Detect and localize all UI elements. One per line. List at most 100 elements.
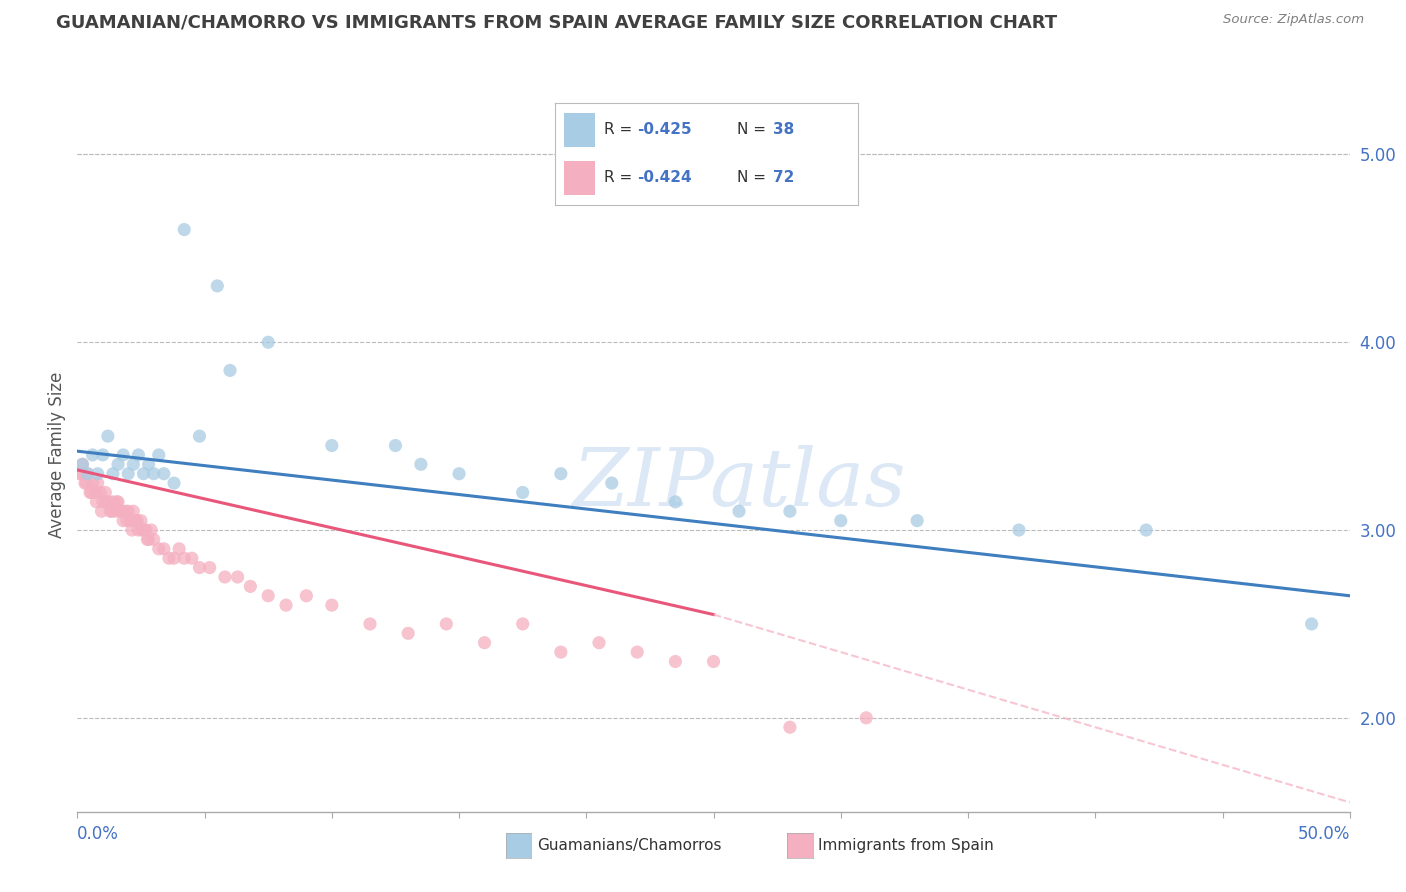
Point (72, 458, 94, 472)
Point (384, 438, 406, 452)
Point (142, 533, 165, 547)
Point (122, 458, 145, 472)
Point (97, 429, 120, 443)
Point (779, 720, 801, 734)
Text: 72: 72 (773, 170, 794, 185)
Point (127, 523, 149, 537)
Point (101, 495, 124, 509)
Point (101, 467, 124, 481)
Point (1008, 523, 1031, 537)
Point (125, 514, 148, 528)
Point (321, 438, 343, 452)
Point (82, 476, 104, 491)
Point (474, 636, 496, 650)
Point (600, 476, 623, 491)
Point (107, 458, 129, 472)
Text: GUAMANIAN/CHAMORRO VS IMMIGRANTS FROM SPAIN AVERAGE FAMILY SIZE CORRELATION CHAR: GUAMANIAN/CHAMORRO VS IMMIGRANTS FROM SP… (56, 13, 1057, 31)
Text: Guamanians/Chamorros: Guamanians/Chamorros (537, 838, 721, 853)
Point (69, 467, 91, 481)
Point (127, 514, 149, 528)
Point (409, 458, 432, 472)
Point (86, 495, 108, 509)
Point (90, 504, 112, 518)
Point (728, 504, 751, 518)
Point (188, 560, 211, 574)
Point (157, 551, 180, 566)
Text: Source: ZipAtlas.com: Source: ZipAtlas.com (1223, 13, 1364, 27)
Text: 38: 38 (773, 121, 794, 136)
Point (122, 504, 145, 518)
Point (226, 570, 249, 584)
Point (104, 504, 127, 518)
Point (359, 616, 381, 631)
Point (180, 551, 202, 566)
Point (129, 514, 152, 528)
Point (512, 485, 534, 500)
Point (115, 514, 138, 528)
Point (167, 541, 190, 556)
Point (91, 495, 114, 509)
Point (1135, 523, 1157, 537)
Text: 0.0%: 0.0% (77, 825, 120, 843)
Point (188, 429, 211, 443)
Point (112, 448, 135, 462)
Point (80, 485, 103, 500)
Point (257, 589, 280, 603)
Point (148, 541, 170, 556)
Point (779, 504, 801, 518)
Point (100, 504, 122, 518)
Point (550, 645, 572, 659)
Point (138, 533, 160, 547)
Point (173, 222, 195, 236)
Point (112, 514, 135, 528)
Point (142, 467, 165, 481)
Text: R =: R = (603, 170, 637, 185)
Point (86, 476, 108, 491)
Point (117, 467, 139, 481)
Point (132, 523, 155, 537)
Text: N =: N = (737, 121, 770, 136)
Point (664, 495, 686, 509)
Point (173, 551, 195, 566)
Point (153, 467, 176, 481)
Point (91, 448, 114, 462)
Point (135, 523, 157, 537)
Point (97, 495, 120, 509)
Point (219, 363, 242, 377)
Point (86, 467, 108, 481)
Point (72, 458, 94, 472)
Point (512, 616, 534, 631)
Point (207, 279, 229, 293)
Point (82, 448, 104, 462)
Point (120, 514, 142, 528)
Point (73, 476, 96, 491)
Text: ZIPatlas: ZIPatlas (572, 445, 905, 522)
Point (127, 448, 149, 462)
Point (76, 467, 98, 481)
Point (434, 616, 457, 631)
Point (94, 485, 117, 500)
Point (89, 485, 111, 500)
Point (295, 589, 318, 603)
Point (1301, 616, 1323, 631)
Point (75, 476, 97, 491)
Point (111, 504, 134, 518)
Point (96, 495, 118, 509)
Text: 50.0%: 50.0% (1298, 825, 1350, 843)
Point (148, 448, 170, 462)
Point (855, 711, 877, 725)
Bar (564, 112, 595, 146)
Bar (564, 161, 595, 194)
Point (114, 504, 136, 518)
Point (163, 476, 186, 491)
Point (70, 467, 93, 481)
Text: Immigrants from Spain: Immigrants from Spain (818, 838, 994, 853)
Point (703, 655, 725, 669)
Point (321, 598, 343, 612)
Point (153, 541, 176, 556)
Point (100, 504, 122, 518)
Text: -0.425: -0.425 (637, 121, 692, 136)
Point (449, 467, 471, 481)
Point (588, 636, 610, 650)
Point (239, 579, 262, 593)
